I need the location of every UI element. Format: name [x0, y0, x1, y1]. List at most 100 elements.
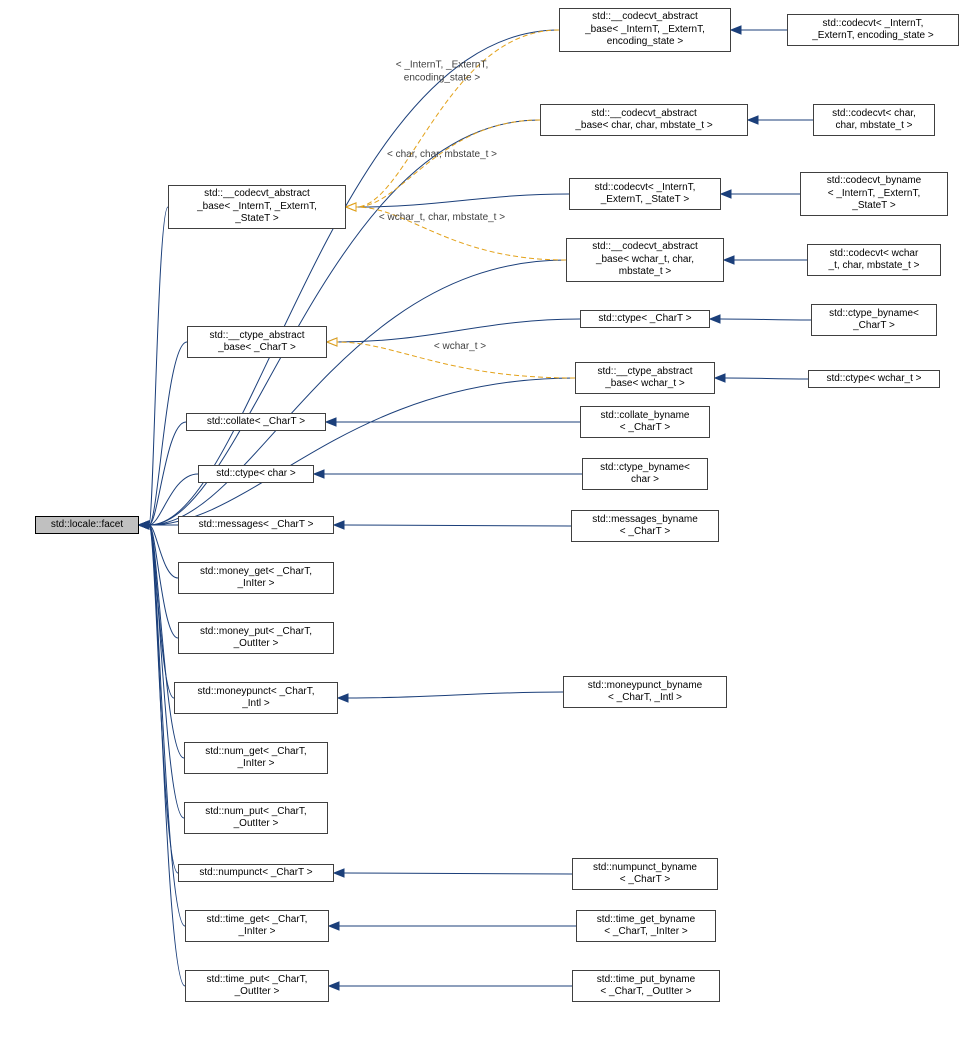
node-label: std::time_get< _CharT, _InIter > — [207, 914, 308, 939]
node-label: std::moneypunct< _CharT, _Intl > — [197, 686, 314, 711]
node-ctype_char[interactable]: std::ctype< char > — [198, 465, 314, 483]
node-ctype_abs_chart[interactable]: std::__ctype_abstract _base< _CharT > — [187, 326, 327, 358]
node-label: std::numpunct_byname < _CharT > — [593, 862, 697, 887]
edge-time_put-to-facet — [149, 525, 185, 986]
node-label: std::__codecvt_abstract _base< _InternT,… — [585, 11, 705, 49]
node-codecvt_intern_extern_encoding[interactable]: std::codecvt< _InternT, _ExternT, encodi… — [787, 14, 959, 46]
arrowhead-ctype_wchar-to-ctype_abs_wchar — [715, 374, 725, 382]
node-label: std::ctype_byname< _CharT > — [829, 308, 919, 333]
node-label: std::collate_byname < _CharT > — [601, 410, 690, 435]
edge-numpunct_byname-to-numpunct — [344, 873, 572, 874]
edge-ctype_wchar-to-ctype_abs_wchar — [725, 378, 808, 379]
arrowhead-codecvt_byname-to-codecvt_intern_extern_state — [721, 190, 731, 198]
node-facet[interactable]: std::locale::facet — [35, 516, 139, 534]
node-label: std::codecvt_byname < _InternT, _ExternT… — [827, 175, 922, 213]
node-label: std::__codecvt_abstract _base< _InternT,… — [197, 188, 317, 226]
node-label: std::num_get< _CharT, _InIter > — [205, 746, 306, 771]
node-label: std::ctype_byname< char > — [600, 462, 690, 487]
node-messages_chart[interactable]: std::messages< _CharT > — [178, 516, 334, 534]
arrowhead-codecvt_char_char_mbstate-to-codecvt_abs_char_char_mbstate — [748, 116, 758, 124]
arrowhead-numpunct_byname-to-numpunct — [334, 869, 344, 877]
node-label: std::time_put< _CharT, _OutIter > — [207, 974, 308, 999]
edge-ctype_abs_chart-to-facet — [149, 342, 187, 525]
node-ctype_byname_char[interactable]: std::ctype_byname< char > — [582, 458, 708, 490]
node-label: std::locale::facet — [51, 519, 123, 532]
arrowhead-messages_byname-to-messages_chart — [334, 521, 344, 529]
edge-codecvt_abs_wchar_char_mbstate-to-facet — [149, 260, 566, 525]
node-collate_byname[interactable]: std::collate_byname < _CharT > — [580, 406, 710, 438]
node-label: std::time_put_byname < _CharT, _OutIter … — [597, 974, 695, 999]
node-codecvt_wchar_char_mbstate[interactable]: std::codecvt< wchar _t, char, mbstate_t … — [807, 244, 941, 276]
node-num_get[interactable]: std::num_get< _CharT, _InIter > — [184, 742, 328, 774]
node-numpunct[interactable]: std::numpunct< _CharT > — [178, 864, 334, 882]
node-label: std::num_put< _CharT, _OutIter > — [205, 806, 306, 831]
node-ctype_byname_chart[interactable]: std::ctype_byname< _CharT > — [811, 304, 937, 336]
node-moneypunct[interactable]: std::moneypunct< _CharT, _Intl > — [174, 682, 338, 714]
node-ctype_wchar[interactable]: std::ctype< wchar_t > — [808, 370, 940, 388]
arrowhead-ctype_byname_chart-to-ctype_chart — [710, 315, 720, 323]
node-label: std::moneypunct_byname < _CharT, _Intl > — [588, 680, 703, 705]
edge-ctype_byname_chart-to-ctype_chart — [720, 319, 811, 320]
arrowhead-collate_byname-to-collate_chart — [326, 418, 336, 426]
edges-layer — [0, 0, 963, 1055]
node-num_put[interactable]: std::num_put< _CharT, _OutIter > — [184, 802, 328, 834]
node-codecvt_intern_extern_state[interactable]: std::codecvt< _InternT, _ExternT, _State… — [569, 178, 721, 210]
node-messages_byname[interactable]: std::messages_byname < _CharT > — [571, 510, 719, 542]
node-label: std::messages_byname < _CharT > — [592, 514, 698, 539]
arrowhead-codecvt_intern_extern_encoding-to-codecvt_abs_intern_extern_encoding — [731, 26, 741, 34]
node-label: std::__ctype_abstract _base< wchar_t > — [597, 366, 692, 391]
edge-codecvt_abs_intern_extern_encoding-to-codecvt_abs_intern_extern_state — [356, 30, 559, 207]
node-label: std::ctype< char > — [216, 468, 296, 481]
arrowhead-moneypunct_byname-to-moneypunct — [338, 694, 348, 702]
node-time_get[interactable]: std::time_get< _CharT, _InIter > — [185, 910, 329, 942]
node-label: std::codecvt< char, char, mbstate_t > — [832, 108, 916, 133]
node-codecvt_abs_intern_extern_encoding[interactable]: std::__codecvt_abstract _base< _InternT,… — [559, 8, 731, 52]
node-label: std::messages< _CharT > — [199, 519, 314, 532]
node-time_put[interactable]: std::time_put< _CharT, _OutIter > — [185, 970, 329, 1002]
node-label: std::codecvt< _InternT, _ExternT, encodi… — [812, 18, 933, 43]
node-time_put_byname[interactable]: std::time_put_byname < _CharT, _OutIter … — [572, 970, 720, 1002]
inheritance-diagram: std::locale::facet std::__codecvt_abstrac… — [0, 0, 963, 1055]
edge-codecvt_abs_wchar_char_mbstate-to-codecvt_abs_intern_extern_state — [356, 207, 566, 260]
arrowhead-time_get_byname-to-time_get — [329, 922, 339, 930]
node-label: std::ctype< _CharT > — [598, 313, 691, 326]
node-collate_chart[interactable]: std::collate< _CharT > — [186, 413, 326, 431]
node-label: std::collate< _CharT > — [207, 416, 305, 429]
node-codecvt_abs_intern_extern_state[interactable]: std::__codecvt_abstract _base< _InternT,… — [168, 185, 346, 229]
node-label: std::codecvt< _InternT, _ExternT, _State… — [595, 182, 696, 207]
node-time_get_byname[interactable]: std::time_get_byname < _CharT, _InIter > — [576, 910, 716, 942]
node-label: std::money_put< _CharT, _OutIter > — [200, 626, 312, 651]
arrowhead-codecvt_wchar_char_mbstate-to-codecvt_abs_wchar_char_mbstate — [724, 256, 734, 264]
edge-ctype_chart-to-ctype_abs_chart — [337, 319, 580, 342]
node-label: std::money_get< _CharT, _InIter > — [200, 566, 312, 591]
node-label: std::codecvt< wchar _t, char, mbstate_t … — [829, 248, 920, 273]
node-codecvt_char_char_mbstate[interactable]: std::codecvt< char, char, mbstate_t > — [813, 104, 935, 136]
node-label: std::__codecvt_abstract _base< char, cha… — [575, 108, 712, 133]
node-codecvt_abs_wchar_char_mbstate[interactable]: std::__codecvt_abstract _base< wchar_t, … — [566, 238, 724, 282]
node-ctype_chart[interactable]: std::ctype< _CharT > — [580, 310, 710, 328]
node-money_put[interactable]: std::money_put< _CharT, _OutIter > — [178, 622, 334, 654]
arrowhead-time_put_byname-to-time_put — [329, 982, 339, 990]
node-label: std::numpunct< _CharT > — [199, 867, 312, 880]
edge-ctype_abs_wchar-to-facet — [149, 378, 575, 525]
node-codecvt_abs_char_char_mbstate[interactable]: std::__codecvt_abstract _base< char, cha… — [540, 104, 748, 136]
node-money_get[interactable]: std::money_get< _CharT, _InIter > — [178, 562, 334, 594]
edge-moneypunct_byname-to-moneypunct — [348, 692, 563, 698]
edge-codecvt_abs_intern_extern_encoding-to-facet — [149, 30, 559, 525]
node-label: std::ctype< wchar_t > — [826, 373, 921, 386]
node-ctype_abs_wchar[interactable]: std::__ctype_abstract _base< wchar_t > — [575, 362, 715, 394]
node-label: std::__ctype_abstract _base< _CharT > — [209, 330, 304, 355]
node-moneypunct_byname[interactable]: std::moneypunct_byname < _CharT, _Intl > — [563, 676, 727, 708]
node-codecvt_byname[interactable]: std::codecvt_byname < _InternT, _ExternT… — [800, 172, 948, 216]
arrowhead-codecvt_abs_wchar_char_mbstate-to-codecvt_abs_intern_extern_state — [346, 203, 356, 211]
node-label: std::time_get_byname < _CharT, _InIter > — [597, 914, 695, 939]
arrowhead-time_put-to-facet — [139, 521, 149, 529]
arrowhead-ctype_abs_wchar-to-ctype_abs_chart — [327, 338, 337, 346]
node-numpunct_byname[interactable]: std::numpunct_byname < _CharT > — [572, 858, 718, 890]
edge-messages_byname-to-messages_chart — [344, 525, 571, 526]
edge-ctype_abs_wchar-to-ctype_abs_chart — [337, 342, 575, 378]
node-label: std::__codecvt_abstract _base< wchar_t, … — [592, 241, 698, 279]
edge-codecvt_abs_char_char_mbstate-to-codecvt_abs_intern_extern_state — [356, 120, 540, 207]
edge-codecvt_intern_extern_state-to-codecvt_abs_intern_extern_state — [356, 194, 569, 207]
arrowhead-ctype_byname_char-to-ctype_char — [314, 470, 324, 478]
